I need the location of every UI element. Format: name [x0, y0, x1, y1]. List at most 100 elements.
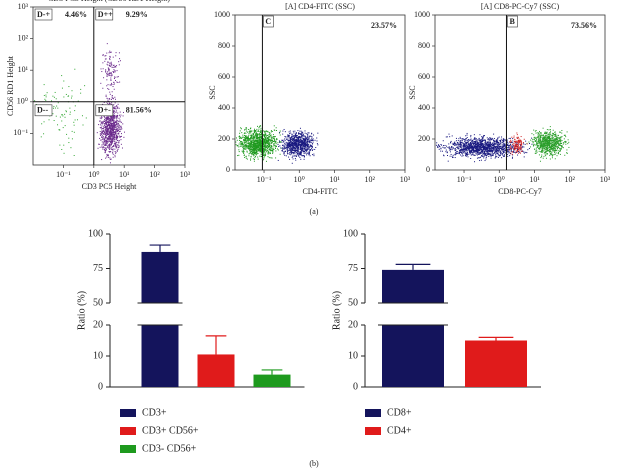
event-dot: [249, 145, 251, 147]
event-dot: [481, 155, 483, 157]
event-dot: [266, 141, 268, 143]
event-dot: [478, 153, 480, 155]
event-dot: [553, 147, 555, 149]
event-dot: [489, 146, 491, 148]
event-dot: [535, 152, 537, 154]
event-dot: [556, 143, 558, 145]
event-dot: [295, 132, 297, 134]
event-dot: [471, 154, 473, 156]
event-dot: [107, 128, 109, 130]
event-dot: [497, 137, 499, 139]
event-dot: [112, 70, 114, 72]
event-dot: [109, 135, 111, 137]
event-dot: [80, 92, 82, 94]
event-dot: [298, 135, 300, 137]
event-dot: [477, 146, 479, 148]
event-dot: [289, 149, 291, 151]
event-dot: [103, 116, 105, 118]
event-dot: [113, 71, 115, 73]
event-dot: [291, 152, 293, 154]
event-dot: [117, 124, 119, 126]
event-dot: [256, 151, 258, 153]
event-dot: [507, 155, 509, 157]
event-dot: [243, 139, 245, 141]
event-dot: [250, 156, 252, 158]
event-dot: [468, 145, 470, 147]
event-dot: [113, 107, 115, 109]
event-dot: [485, 147, 487, 149]
event-dot: [487, 139, 489, 141]
event-dot: [554, 137, 556, 139]
event-dot: [113, 125, 115, 127]
event-dot: [497, 147, 499, 149]
event-dot: [297, 149, 299, 151]
event-dot: [110, 79, 112, 81]
event-dot: [489, 145, 491, 147]
event-dot: [300, 158, 302, 160]
event-dot: [106, 143, 108, 145]
event-dot: [308, 136, 310, 138]
event-dot: [115, 146, 117, 148]
event-dot: [534, 144, 536, 146]
event-dot: [274, 140, 276, 142]
event-dot: [300, 140, 302, 142]
event-dot: [302, 139, 304, 141]
event-dot: [108, 131, 110, 133]
event-dot: [298, 154, 300, 156]
event-dot: [116, 117, 118, 119]
event-dot: [309, 140, 311, 142]
event-dot: [266, 146, 268, 148]
event-dot: [486, 147, 488, 149]
event-dot: [496, 155, 498, 157]
event-dot: [108, 64, 110, 66]
event-dot: [558, 137, 560, 139]
event-dot: [477, 148, 479, 150]
event-dot: [116, 137, 118, 139]
event-dot: [541, 148, 543, 150]
event-dot: [304, 148, 306, 150]
event-dot: [489, 137, 491, 139]
event-dot: [302, 142, 304, 144]
event-dot: [107, 61, 109, 63]
event-dot: [442, 146, 444, 148]
event-dot: [540, 143, 542, 145]
event-dot: [486, 144, 488, 146]
event-dot: [102, 103, 104, 105]
event-dot: [285, 146, 287, 148]
event-dot: [487, 147, 489, 149]
event-dot: [246, 146, 248, 148]
event-dot: [477, 151, 479, 153]
event-dot: [543, 145, 545, 147]
event-dot: [105, 144, 107, 146]
event-dot: [113, 117, 115, 119]
event-dot: [306, 149, 308, 151]
event-dot: [485, 149, 487, 151]
event-dot: [241, 150, 243, 152]
event-dot: [274, 147, 276, 149]
event-dot: [460, 145, 462, 147]
event-dot: [498, 144, 500, 146]
event-dot: [102, 137, 104, 139]
event-dot: [100, 68, 102, 70]
event-dot: [269, 139, 271, 141]
event-dot: [264, 144, 266, 146]
event-dot: [498, 151, 500, 153]
event-dot: [484, 160, 486, 162]
event-dot: [271, 140, 273, 142]
event-dot: [286, 142, 288, 144]
event-dot: [277, 142, 279, 144]
event-dot: [292, 158, 294, 160]
event-dot: [271, 157, 273, 159]
event-dot: [247, 145, 249, 147]
event-dot: [279, 145, 281, 147]
event-dot: [104, 140, 106, 142]
event-dot: [295, 141, 297, 143]
event-dot: [265, 137, 267, 139]
event-dot: [509, 143, 511, 145]
event-dot: [548, 143, 550, 145]
event-dot: [294, 130, 296, 132]
event-dot: [114, 107, 116, 109]
event-dot: [559, 142, 561, 144]
event-dot: [294, 148, 296, 150]
event-dot: [246, 138, 248, 140]
